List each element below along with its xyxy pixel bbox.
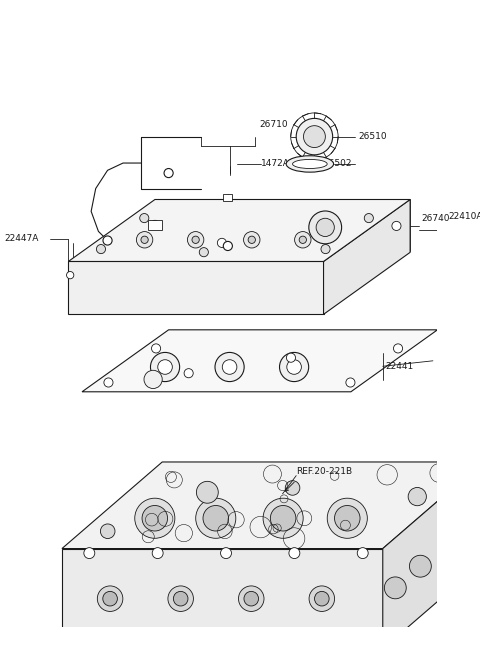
Text: 1472AM: 1472AM	[261, 159, 297, 169]
Circle shape	[309, 586, 335, 611]
Text: 22447A: 22447A	[4, 234, 39, 243]
Circle shape	[141, 236, 148, 243]
Circle shape	[316, 218, 335, 237]
Circle shape	[394, 344, 403, 353]
Text: 22441: 22441	[385, 361, 414, 371]
Circle shape	[152, 344, 161, 353]
Circle shape	[314, 592, 329, 606]
Circle shape	[220, 548, 231, 558]
Text: 29246A: 29246A	[235, 201, 270, 209]
Circle shape	[248, 236, 255, 243]
Circle shape	[392, 221, 401, 230]
Circle shape	[100, 524, 115, 539]
Ellipse shape	[286, 155, 334, 172]
Circle shape	[295, 232, 311, 248]
Circle shape	[140, 214, 149, 222]
Circle shape	[239, 586, 264, 611]
Circle shape	[364, 214, 373, 222]
Polygon shape	[62, 462, 480, 548]
Circle shape	[223, 241, 232, 251]
Polygon shape	[68, 199, 410, 262]
Circle shape	[244, 592, 259, 606]
Circle shape	[150, 352, 180, 382]
Polygon shape	[62, 548, 383, 649]
Circle shape	[384, 577, 406, 599]
Bar	[223, 194, 232, 201]
Circle shape	[327, 498, 367, 539]
Circle shape	[299, 236, 306, 243]
Text: 26710: 26710	[260, 120, 288, 129]
Circle shape	[142, 506, 168, 531]
Circle shape	[287, 359, 301, 375]
Circle shape	[270, 506, 296, 531]
Circle shape	[222, 359, 237, 375]
Circle shape	[135, 498, 175, 539]
Circle shape	[357, 639, 368, 649]
Circle shape	[187, 232, 204, 248]
Circle shape	[321, 245, 330, 254]
Circle shape	[215, 352, 244, 382]
Circle shape	[243, 232, 260, 248]
Polygon shape	[68, 262, 324, 314]
Polygon shape	[383, 462, 480, 649]
Circle shape	[67, 272, 74, 279]
Circle shape	[346, 378, 355, 387]
Circle shape	[173, 592, 188, 606]
Circle shape	[96, 245, 106, 254]
Circle shape	[152, 548, 163, 558]
Circle shape	[217, 238, 227, 247]
Circle shape	[263, 498, 303, 539]
Circle shape	[104, 378, 113, 387]
Circle shape	[103, 592, 118, 606]
Text: 26502: 26502	[324, 159, 352, 169]
Circle shape	[152, 639, 163, 649]
Text: 26740: 26740	[421, 214, 450, 223]
Circle shape	[309, 211, 342, 244]
Polygon shape	[324, 199, 410, 314]
Circle shape	[136, 232, 153, 248]
Text: 26510: 26510	[358, 132, 387, 141]
Circle shape	[164, 169, 173, 178]
Circle shape	[84, 548, 95, 558]
Circle shape	[335, 506, 360, 531]
Circle shape	[220, 639, 231, 649]
Text: 1472AM: 1472AM	[220, 220, 257, 230]
Circle shape	[158, 359, 172, 375]
Circle shape	[296, 118, 333, 155]
Circle shape	[199, 247, 208, 256]
Text: REF.20-221B: REF.20-221B	[296, 466, 352, 476]
Circle shape	[409, 555, 432, 577]
Circle shape	[285, 481, 300, 495]
Circle shape	[357, 548, 368, 558]
Circle shape	[196, 482, 218, 503]
Circle shape	[289, 639, 300, 649]
Circle shape	[192, 236, 199, 243]
Circle shape	[203, 506, 228, 531]
Circle shape	[103, 236, 112, 245]
Text: 22410A: 22410A	[448, 213, 480, 221]
Bar	[148, 220, 162, 230]
Ellipse shape	[292, 159, 327, 169]
Polygon shape	[82, 330, 437, 392]
Circle shape	[303, 126, 325, 148]
Circle shape	[168, 586, 193, 611]
Circle shape	[196, 498, 236, 539]
Circle shape	[287, 353, 296, 362]
Circle shape	[279, 352, 309, 382]
Circle shape	[408, 487, 426, 506]
Circle shape	[144, 370, 162, 388]
Circle shape	[84, 639, 95, 649]
Circle shape	[289, 548, 300, 558]
Circle shape	[150, 220, 159, 230]
Circle shape	[184, 369, 193, 378]
Circle shape	[97, 586, 123, 611]
